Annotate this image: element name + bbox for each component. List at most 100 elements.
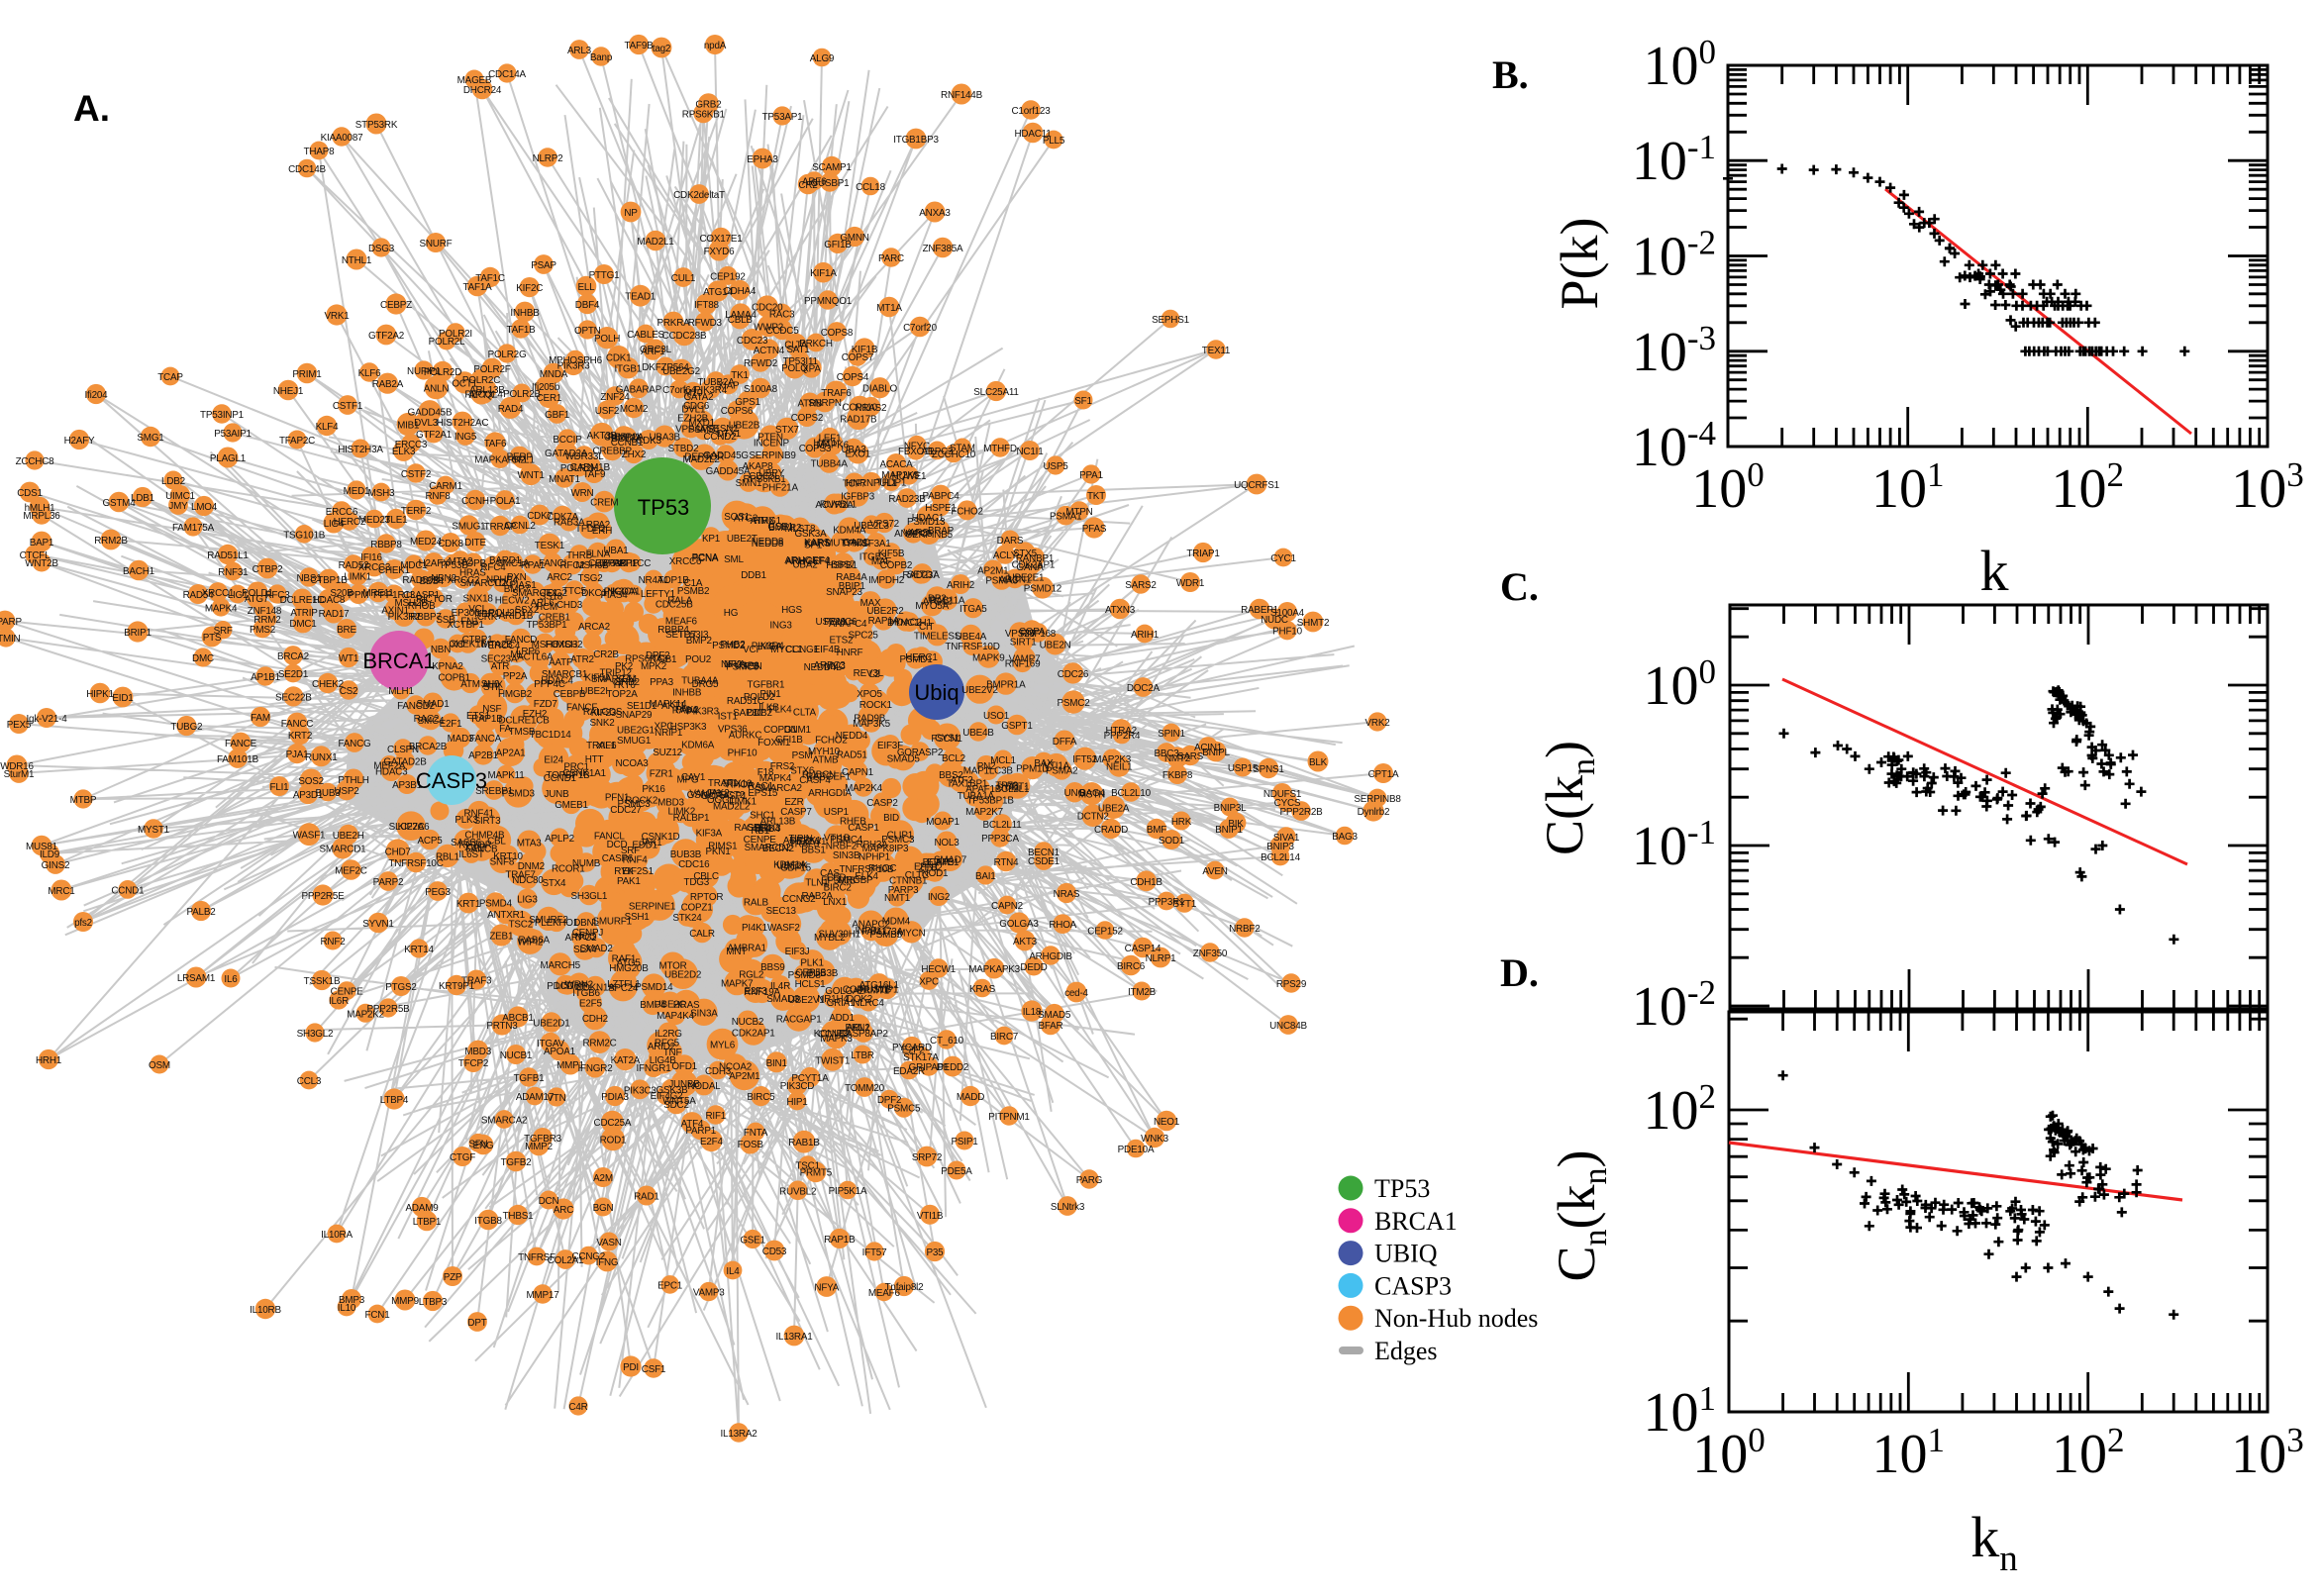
svg-text:PRKRA: PRKRA — [656, 318, 690, 329]
svg-text:PZP: PZP — [444, 1272, 462, 1283]
svg-text:SNK2: SNK2 — [590, 718, 615, 729]
svg-text:RTN4: RTN4 — [994, 857, 1020, 868]
svg-text:IL6: IL6 — [224, 974, 238, 985]
svg-text:EID1: EID1 — [112, 693, 134, 704]
svg-text:COPA: COPA — [1019, 627, 1046, 638]
svg-text:SLC25A11: SLC25A11 — [973, 387, 1019, 398]
svg-text:FANCG: FANCG — [338, 739, 370, 749]
svg-text:THBS1: THBS1 — [503, 1211, 535, 1222]
svg-text:HERC2: HERC2 — [334, 517, 365, 528]
svg-text:SS18: SS18 — [540, 592, 563, 603]
svg-text:SOD1: SOD1 — [1159, 836, 1185, 847]
svg-text:RNF2: RNF2 — [321, 937, 346, 948]
svg-text:RAD51L1: RAD51L1 — [207, 550, 249, 561]
svg-text:TAF6: TAF6 — [484, 439, 507, 449]
svg-text:DNM1: DNM1 — [784, 725, 812, 736]
svg-text:PSMC4: PSMC4 — [830, 835, 863, 846]
svg-text:BRE: BRE — [337, 625, 356, 636]
svg-text:ROCK1: ROCK1 — [859, 700, 893, 711]
svg-text:B.: B. — [1492, 52, 1529, 97]
svg-text:TSSK1B: TSSK1B — [304, 976, 341, 987]
svg-text:MAPK11: MAPK11 — [487, 770, 525, 781]
svg-text:RNF169: RNF169 — [1005, 658, 1041, 669]
svg-text:RIMS1: RIMS1 — [708, 841, 738, 851]
svg-text:ZEB1: ZEB1 — [489, 932, 514, 943]
svg-text:SRP72: SRP72 — [912, 1152, 942, 1163]
svg-text:PPP3CA: PPP3CA — [981, 834, 1019, 845]
svg-text:STAM: STAM — [950, 444, 975, 454]
svg-text:SERPINB9: SERPINB9 — [749, 450, 796, 461]
svg-text:BRCA2: BRCA2 — [277, 651, 309, 662]
svg-text:MMP9: MMP9 — [391, 1296, 419, 1307]
svg-text:EED: EED — [827, 873, 847, 884]
svg-text:PERP: PERP — [507, 452, 534, 463]
svg-text:BAG3: BAG3 — [1332, 832, 1358, 843]
svg-text:FAM: FAM — [251, 713, 270, 724]
svg-text:BMP7: BMP7 — [504, 584, 530, 595]
svg-text:COPB1: COPB1 — [438, 673, 470, 684]
svg-text:TSC1: TSC1 — [795, 1161, 820, 1172]
svg-text:DEDD2: DEDD2 — [937, 1062, 968, 1073]
svg-text:TGFB1: TGFB1 — [514, 1073, 546, 1084]
svg-text:CYS1: CYS1 — [935, 733, 960, 744]
svg-text:DMC1: DMC1 — [289, 619, 317, 630]
svg-text:ZNF350: ZNF350 — [1193, 948, 1228, 959]
svg-text:BIK: BIK — [1228, 819, 1244, 830]
svg-text:SNAP29: SNAP29 — [616, 710, 653, 721]
svg-text:GTF2A2: GTF2A2 — [368, 331, 404, 342]
svg-text:CCL18: CCL18 — [856, 182, 885, 193]
svg-text:AP1B1: AP1B1 — [251, 672, 280, 683]
svg-text:CDC23: CDC23 — [737, 336, 768, 347]
svg-text:CTGF: CTGF — [450, 1152, 475, 1163]
svg-text:MRPL36: MRPL36 — [23, 511, 60, 522]
svg-text:TFCP2: TFCP2 — [458, 1058, 488, 1069]
svg-text:SLNtrk3: SLNtrk3 — [1051, 1202, 1085, 1213]
svg-text:MT1A: MT1A — [876, 303, 902, 314]
svg-text:FOXO3: FOXO3 — [546, 640, 578, 650]
svg-text:DMC: DMC — [192, 653, 214, 664]
svg-text:AP2A1: AP2A1 — [496, 748, 526, 759]
svg-text:CTBP2: CTBP2 — [252, 564, 283, 575]
svg-text:TP53INP1: TP53INP1 — [200, 410, 245, 421]
svg-text:CENPE: CENPE — [331, 987, 364, 998]
svg-text:BMP4: BMP4 — [640, 1000, 666, 1011]
svg-text:CSDE1: CSDE1 — [1028, 856, 1060, 867]
svg-text:ITGA5: ITGA5 — [960, 604, 987, 615]
svg-text:HRAS: HRAS — [459, 567, 486, 578]
svg-text:BAI1: BAI1 — [975, 871, 996, 882]
svg-text:YKT6: YKT6 — [612, 680, 637, 691]
svg-text:RPTOR: RPTOR — [690, 892, 723, 903]
svg-text:ARCA2: ARCA2 — [578, 622, 610, 633]
svg-text:HMGB2: HMGB2 — [498, 689, 532, 700]
svg-text:FANCL: FANCL — [594, 832, 626, 843]
svg-text:ANAPC5: ANAPC5 — [894, 529, 933, 540]
svg-text:PIK3CD: PIK3CD — [780, 1081, 815, 1092]
svg-text:H2AFY: H2AFY — [64, 436, 95, 447]
svg-text:ACP5: ACP5 — [418, 836, 444, 847]
svg-text:P35: P35 — [927, 1247, 945, 1258]
svg-text:POLA1: POLA1 — [490, 496, 522, 507]
svg-text:Banp: Banp — [590, 52, 613, 63]
svg-text:TEAD1: TEAD1 — [625, 292, 656, 303]
svg-text:SEPHS1: SEPHS1 — [1152, 315, 1189, 326]
svg-text:NLRC4: NLRC4 — [853, 998, 884, 1009]
svg-text:KP1: KP1 — [702, 534, 721, 545]
svg-text:MAP2K2: MAP2K2 — [347, 1009, 384, 1020]
svg-text:HERC1: HERC1 — [905, 652, 938, 663]
svg-text:HTRA2: HTRA2 — [1106, 726, 1137, 737]
svg-text:MAPK14: MAPK14 — [650, 699, 687, 710]
svg-text:NP: NP — [624, 208, 638, 219]
svg-text:A2M: A2M — [593, 1173, 613, 1184]
svg-text:USP8: USP8 — [735, 661, 760, 672]
svg-text:WDR1: WDR1 — [1176, 578, 1205, 589]
svg-text:SturM1: SturM1 — [4, 769, 35, 780]
svg-text:UBE2H: UBE2H — [333, 831, 364, 842]
svg-text:BECN2: BECN2 — [762, 844, 794, 854]
svg-text:ELL: ELL — [578, 282, 596, 293]
svg-text:VRK2: VRK2 — [1365, 718, 1390, 729]
svg-text:SYT1: SYT1 — [1172, 899, 1197, 910]
svg-text:SEC22B: SEC22B — [275, 692, 312, 703]
svg-text:IL13RA2: IL13RA2 — [720, 1429, 757, 1440]
svg-text:DDB1: DDB1 — [741, 570, 766, 581]
svg-text:CAPN2: CAPN2 — [991, 901, 1023, 912]
